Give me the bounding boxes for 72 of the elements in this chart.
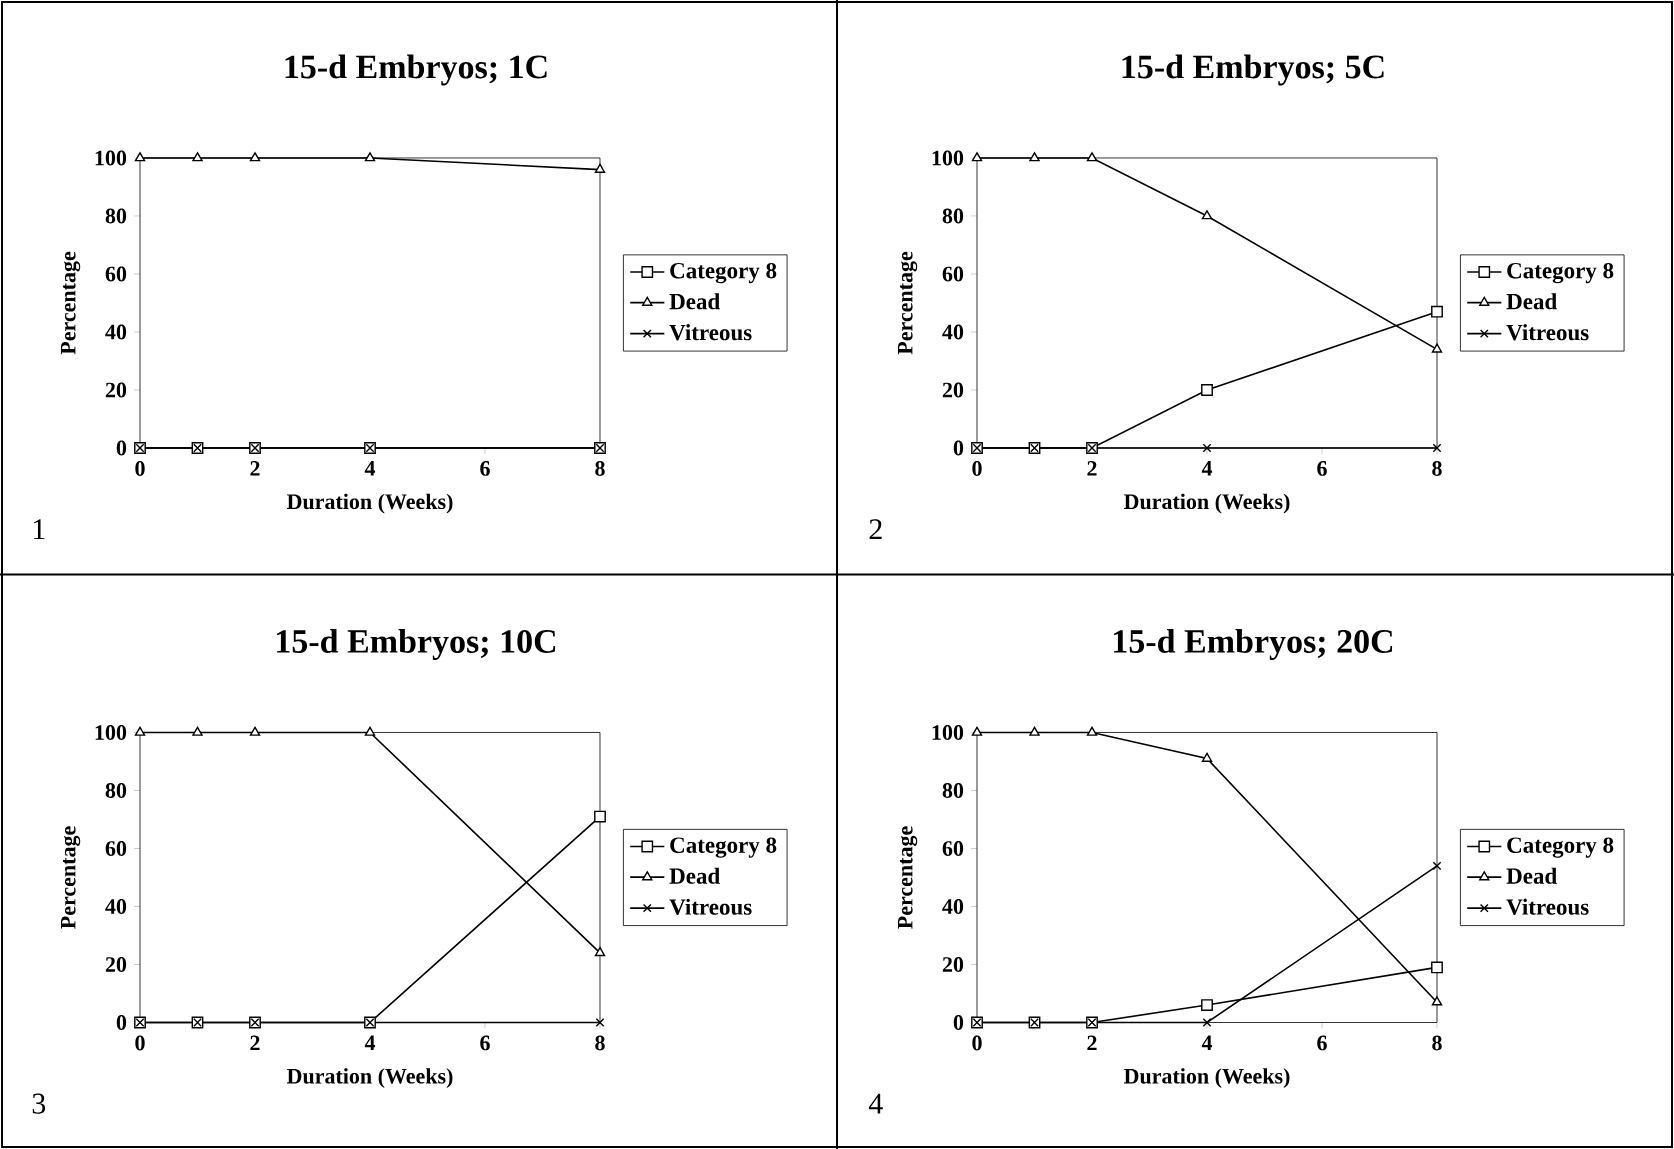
x-tick-label: 6 (1317, 461, 1327, 476)
y-tick-label: 40 (105, 324, 127, 340)
x-tick-label: 0 (972, 461, 982, 476)
legend-label: Category 8 (1507, 262, 1614, 284)
y-tick-label: 60 (105, 266, 127, 282)
x-tick-label: 2 (250, 461, 260, 476)
x-axis-title: Duration (Weeks) (286, 493, 453, 514)
y-tick-label: 20 (105, 382, 127, 398)
x-tick-label: 4 (1201, 461, 1213, 476)
x-tick-label: 4 (364, 461, 376, 476)
y-tick-label: 20 (942, 957, 964, 972)
y-tick-label: 100 (932, 725, 964, 740)
x-tick-label: 2 (1087, 1035, 1097, 1051)
x-tick-label: 4 (364, 1035, 376, 1051)
legend-label: Vitreous (669, 324, 752, 341)
y-tick-label: 40 (105, 899, 127, 914)
x-tick-label: 8 (595, 1035, 605, 1051)
y-tick-label: 20 (105, 957, 127, 972)
legend-label: Vitreous (1506, 898, 1589, 915)
chart-title: 15-d Embryos; 1C (285, 54, 547, 86)
x-tick-label: 0 (972, 1035, 982, 1051)
text: 4 (868, 1093, 883, 1114)
y-tick-label: 80 (105, 208, 127, 224)
y-tick-label: 80 (942, 208, 964, 224)
chart-title: 15-d Embryos; 5C (1122, 54, 1384, 86)
y-tick-label: 60 (942, 266, 964, 282)
y-tick-label: 0 (116, 440, 127, 456)
x-tick-label: 6 (480, 461, 490, 476)
y-tick-label: 0 (953, 440, 964, 456)
y-tick-label: 100 (95, 725, 127, 740)
text: 1 (33, 519, 45, 540)
x-tick-label: 8 (1432, 461, 1442, 476)
legend-label: Dead (1506, 867, 1557, 884)
x-tick-label: 2 (1087, 461, 1097, 476)
y-tick-label: 100 (95, 150, 127, 166)
x-axis-title: Duration (Weeks) (1123, 1068, 1290, 1089)
x-tick-label: 4 (1201, 1035, 1213, 1051)
y-tick-label: 0 (116, 1015, 127, 1030)
y-tick-label: 60 (105, 841, 127, 856)
legend-label: Vitreous (669, 898, 752, 915)
chart-title: 15-d Embryos; 20C (1114, 629, 1393, 660)
x-tick-label: 8 (1432, 1035, 1442, 1051)
y-tick-label: 80 (942, 783, 964, 798)
x-tick-label: 6 (1317, 1035, 1327, 1051)
text: 3 (32, 1093, 46, 1114)
y-tick-label: 0 (953, 1015, 964, 1030)
x-axis-title: Duration (Weeks) (1123, 493, 1290, 514)
x-tick-label: 6 (480, 1035, 490, 1051)
y-axis-title: Percentage (897, 251, 918, 355)
y-tick-label: 60 (942, 841, 964, 856)
y-tick-label: 80 (105, 783, 127, 798)
legend-label: Category 8 (670, 837, 777, 858)
legend-label: Dead (669, 867, 720, 884)
legend-label: Dead (669, 293, 720, 310)
x-tick-label: 2 (250, 1035, 260, 1051)
x-tick-label: 8 (595, 461, 605, 476)
legend-label: Dead (1506, 293, 1557, 310)
x-tick-label: 0 (135, 461, 145, 476)
legend-label: Category 8 (1507, 837, 1614, 858)
y-axis-title: Percentage (897, 826, 918, 929)
y-axis-title: Percentage (60, 251, 81, 355)
legend-label: Category 8 (670, 262, 777, 284)
y-axis-title: Percentage (60, 826, 81, 929)
legend-label: Vitreous (1506, 324, 1589, 341)
chart-title: 15-d Embryos; 10C (277, 629, 556, 660)
y-tick-label: 100 (932, 150, 964, 166)
y-tick-label: 40 (942, 899, 964, 914)
x-axis-title: Duration (Weeks) (286, 1068, 453, 1089)
text: 2 (869, 519, 882, 540)
x-tick-label: 0 (135, 1035, 145, 1051)
y-tick-label: 40 (942, 324, 964, 340)
y-tick-label: 20 (942, 382, 964, 398)
